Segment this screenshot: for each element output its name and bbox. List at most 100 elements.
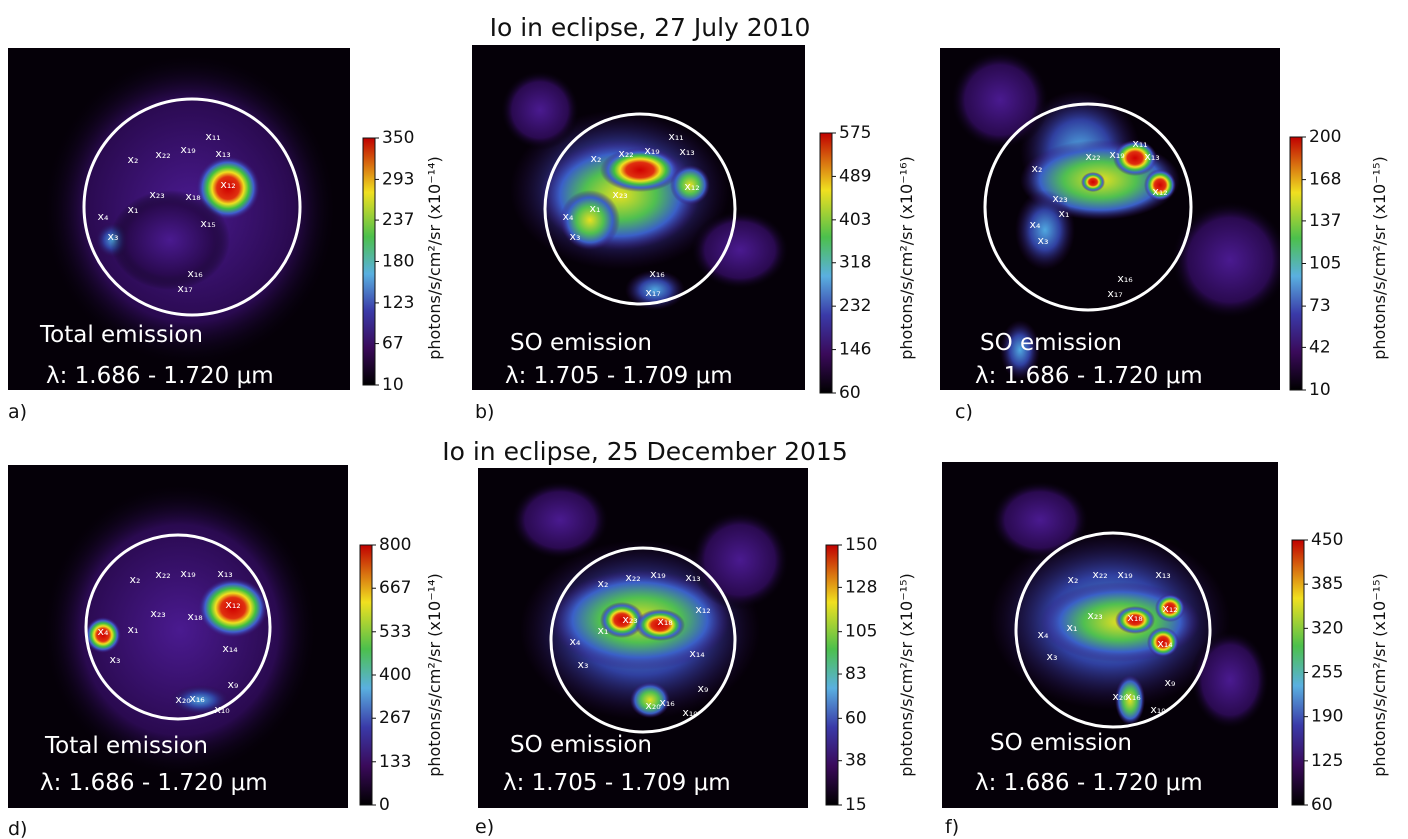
caption: SO emission — [990, 730, 1132, 756]
colorbar-label: photons/s/cm²/sr (x10⁻¹⁴) — [425, 573, 444, 777]
colorbar-tick-label: 267 — [379, 708, 411, 728]
hotspot-marker: x₁₉ — [644, 144, 659, 157]
hotspot-marker: x₁₃ — [685, 571, 700, 584]
hotspot-marker: x₁₂ — [684, 180, 699, 193]
caption: Total emission — [44, 733, 208, 759]
colorbar-tick-label: 128 — [845, 577, 877, 597]
caption: λ: 1.705 - 1.709 μm — [505, 363, 733, 389]
caption: SO emission — [510, 732, 652, 758]
hotspot-marker: x₁₉ — [180, 143, 195, 156]
hotspot-marker: x₂₃ — [149, 188, 164, 201]
hotspot-marker: x₁₇ — [1107, 287, 1122, 300]
hotspot-marker: x₄ — [570, 635, 582, 648]
hotspot-marker: x₄ — [98, 625, 110, 638]
emission-blob — [1147, 627, 1179, 657]
hotspot-marker: x₁₂ — [1162, 602, 1177, 615]
hotspot-marker: x₁₃ — [679, 145, 694, 158]
emission-blob — [170, 685, 230, 715]
hotspot-marker: x₁₈ — [657, 615, 673, 628]
colorbar-tick-label: 403 — [839, 210, 871, 230]
colorbar-tick-label: 489 — [839, 166, 871, 186]
hotspot-marker: x₄ — [1030, 218, 1042, 231]
hotspot-marker: x₉ — [1165, 676, 1176, 689]
hotspot-marker: x₃ — [578, 658, 589, 671]
colorbar-tick-label: 10 — [1309, 380, 1331, 400]
hotspot-marker: x₁₉ — [1109, 148, 1124, 161]
hotspot-marker: x₂₃ — [150, 607, 165, 620]
panel: x₁₁ x₂ x₂₂ x₁₉ x₁₃ x₁₂ x₂₃ x₄ x₁ x₃ x₁₆ x₁₇ SO emiss… — [940, 48, 1389, 423]
heatmap — [990, 480, 1270, 730]
hotspot-marker: x₁₉ — [1117, 568, 1132, 581]
emission-blob — [1155, 594, 1185, 622]
hotspot-marker: x₁₄ — [689, 647, 705, 660]
hotspot-marker: x₂₂ — [1092, 568, 1107, 581]
hotspot-marker: x₁₁ — [205, 130, 220, 143]
colorbar-tick-label: 533 — [379, 622, 411, 642]
hotspot-marker: x₂₂ — [618, 147, 633, 160]
emission-blob — [690, 210, 790, 290]
emission-blob — [600, 148, 680, 192]
panel-label: a) — [8, 401, 27, 423]
hotspot-marker: x₁₇ — [645, 286, 660, 299]
colorbar-tick-label: 150 — [845, 535, 877, 555]
hotspot-marker: x₃ — [110, 653, 121, 666]
emission-blob — [510, 480, 610, 560]
hotspot-marker: x₁₁ — [668, 130, 683, 143]
emission-blob — [1144, 169, 1176, 201]
hotspot-marker: x₂ — [598, 577, 609, 590]
colorbar-label: photons/s/cm²/sr (x10⁻¹⁴) — [425, 156, 444, 360]
colorbar-tick-label: 180 — [382, 252, 414, 272]
hotspot-marker: x₂₃ — [1087, 609, 1102, 622]
colorbar-tick-label: 60 — [839, 383, 861, 403]
hotspot-marker: x₂ — [130, 573, 141, 586]
colorbar-tick-label: 450 — [1311, 530, 1343, 550]
colorbar-label: photons/s/cm²/sr (x10⁻¹⁵) — [897, 573, 916, 777]
emission-blob — [635, 609, 685, 641]
colorbar-tick-label: 400 — [379, 665, 411, 685]
hotspot-marker: x₄ — [1038, 628, 1050, 641]
hotspot-marker: x₁₁ — [1132, 137, 1147, 150]
emission-blob — [630, 682, 670, 718]
emission-blob — [198, 578, 268, 638]
colorbar-tick-label: 67 — [382, 334, 404, 354]
hotspot-marker: x₉ — [228, 678, 239, 691]
hotspot-marker: x₂ — [591, 152, 602, 165]
emission-blob — [1170, 200, 1280, 320]
colorbar-tick-label: 318 — [839, 253, 871, 273]
caption: λ: 1.705 - 1.709 μm — [503, 770, 731, 796]
hotspot-marker: x₂₂ — [625, 571, 640, 584]
emission-blob — [196, 156, 260, 220]
panel-label: f) — [945, 816, 959, 838]
colorbar-tick-label: 237 — [382, 210, 414, 230]
caption: λ: 1.686 - 1.720 μm — [40, 770, 268, 796]
io-disk-outline — [84, 533, 272, 721]
colorbar-tick-label: 105 — [845, 622, 877, 642]
hotspot-marker: x₂₀ — [1112, 690, 1128, 703]
colorbar-tick-label: 73 — [1309, 296, 1331, 316]
hotspot-marker: x₃ — [1047, 650, 1058, 663]
hotspot-marker: x₁ — [1059, 207, 1070, 220]
colorbar — [825, 544, 839, 806]
hotspot-marker: x₁₀ — [682, 706, 698, 719]
colorbar — [359, 544, 373, 806]
emission-blob — [600, 602, 644, 638]
colorbar-tick-label: 168 — [1309, 170, 1341, 190]
colorbar-tick-label: 125 — [1311, 751, 1343, 771]
emission-blob — [1113, 140, 1157, 176]
colorbar-tick-label: 10 — [382, 375, 404, 395]
hotspot-marker: x₁₀ — [1150, 703, 1166, 716]
hotspot-marker: x₁₄ — [222, 642, 238, 655]
hotspot-marker: x₁ — [598, 624, 609, 637]
io-disk-outline — [549, 546, 737, 734]
hotspot-marker: x₁₅ — [200, 217, 215, 230]
hotspot-marker: x₃ — [108, 230, 119, 243]
hotspot-marker: x₁₂ — [1152, 185, 1167, 198]
hotspot-marker: x₁₆ — [659, 696, 675, 709]
caption: λ: 1.686 - 1.720 μm — [46, 363, 274, 389]
colorbar-tick-label: 137 — [1309, 211, 1341, 231]
panel-label: d) — [8, 818, 27, 839]
hotspot-marker: x₁₀ — [214, 703, 230, 716]
colorbar-tick-label: 133 — [379, 752, 411, 772]
io-disk-outline — [983, 102, 1193, 312]
